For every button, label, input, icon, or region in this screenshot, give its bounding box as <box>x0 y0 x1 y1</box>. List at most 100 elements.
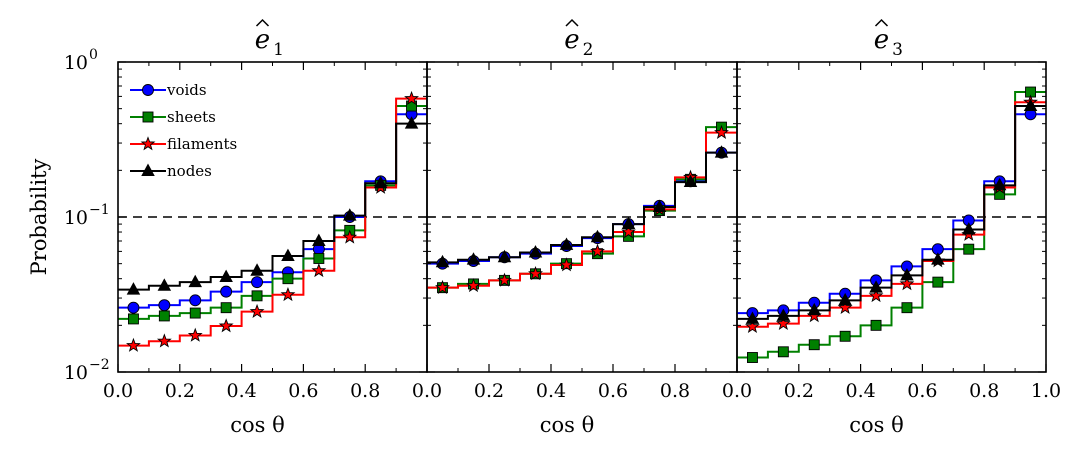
data-point-sheets <box>777 346 789 358</box>
data-point-filaments <box>280 286 296 302</box>
data-point-sheets <box>189 307 201 319</box>
data-point-filaments <box>868 288 884 303</box>
data-point-sheets <box>282 273 294 285</box>
y-tick-label: 10 <box>64 52 88 74</box>
data-point-filaments <box>775 315 791 330</box>
legend-label-voids: voids <box>166 81 207 99</box>
data-point-voids <box>127 301 140 314</box>
data-point-filaments <box>466 277 481 293</box>
panel-title-subscript: 1 <box>273 40 284 60</box>
x-tick-label: 0.6 <box>598 380 628 402</box>
panel-title-hat <box>874 18 889 27</box>
data-point-filaments <box>187 327 203 342</box>
data-point-nodes <box>745 311 760 324</box>
data-point-filaments <box>837 299 853 314</box>
data-point-nodes <box>157 278 172 291</box>
panel-1: 0.0 0.2 0.4 0.6 0.8 e 1 cos θ <box>103 18 428 437</box>
x-tick-label: 0.8 <box>969 380 999 402</box>
data-point-nodes <box>404 116 419 129</box>
series-line-filaments <box>737 101 1046 328</box>
x-tick-label: 0.4 <box>226 380 256 402</box>
panel-title: e <box>874 25 889 55</box>
x-tick-label: 0.0 <box>722 380 752 402</box>
legend-label-filaments: filaments <box>167 135 237 153</box>
data-point-sheets <box>158 310 170 322</box>
x-tick-label: 0.2 <box>165 380 195 402</box>
data-point-nodes <box>590 229 605 243</box>
y-tick-label: 10 <box>64 362 88 384</box>
panel-title: e <box>564 25 579 55</box>
data-point-filaments <box>404 90 419 105</box>
legend-marker-voids <box>142 84 154 96</box>
data-point-filaments <box>590 243 605 258</box>
data-point-filaments <box>745 318 760 334</box>
data-point-filaments <box>899 276 915 291</box>
data-point-filaments <box>126 337 141 352</box>
data-point-sheets <box>808 339 820 351</box>
data-point-nodes <box>466 252 481 265</box>
x-tick-label: 0.0 <box>103 380 133 402</box>
data-point-nodes <box>838 292 852 306</box>
panel-frame <box>736 61 1047 373</box>
panel-title-hat <box>565 18 579 27</box>
series-line-nodes <box>737 105 1046 320</box>
data-point-nodes <box>188 274 203 288</box>
data-point-nodes <box>281 248 295 261</box>
panel-title-hat <box>255 18 270 27</box>
legend-label-sheets: sheets <box>167 108 216 126</box>
data-point-nodes <box>776 308 791 321</box>
data-point-nodes <box>312 233 326 246</box>
data-point-filaments <box>497 272 512 287</box>
x-tick-label: 0.4 <box>845 380 875 402</box>
data-point-nodes <box>621 216 636 230</box>
x-axis-label: cos θ <box>540 413 595 437</box>
panel-title-subscript: 2 <box>583 40 594 60</box>
data-point-sheets <box>901 302 913 314</box>
data-point-filaments <box>435 279 450 294</box>
data-point-nodes <box>652 199 667 212</box>
data-point-sheets <box>839 330 851 342</box>
x-tick-label: 0.2 <box>784 380 814 402</box>
x-tick-label: 0.0 <box>412 380 442 402</box>
data-point-nodes <box>900 267 914 281</box>
data-point-filaments <box>249 303 265 318</box>
data-point-nodes <box>435 254 450 268</box>
data-point-nodes <box>528 245 543 258</box>
data-point-voids <box>251 276 263 289</box>
data-point-voids <box>220 285 233 298</box>
x-tick-label: 0.4 <box>536 380 566 402</box>
data-point-filaments <box>528 266 543 281</box>
legend-marker-filaments <box>140 136 156 151</box>
x-axis-label: cos θ <box>849 413 904 437</box>
data-point-sheets <box>220 302 232 314</box>
x-tick-label: 0.2 <box>474 380 504 402</box>
x-tick-label: 0.8 <box>350 380 380 402</box>
panel-2: 0.0 0.2 0.4 0.6 0.8 e 2 cos θ <box>412 18 738 437</box>
data-point-nodes <box>931 252 945 265</box>
data-point-voids <box>189 294 202 307</box>
x-tick-label: 0.8 <box>660 380 690 402</box>
data-point-nodes <box>373 175 388 189</box>
y-axis-label: Probability <box>27 159 51 276</box>
panel-title-subscript: 3 <box>892 40 903 60</box>
series-line-nodes <box>118 122 427 291</box>
data-point-nodes <box>807 302 822 316</box>
data-point-nodes <box>497 249 512 263</box>
data-point-filaments <box>156 333 172 348</box>
data-point-nodes <box>559 237 574 250</box>
y-tick-label-exponent: −1 <box>89 202 110 218</box>
legend: voids sheets filaments nodes <box>130 81 237 180</box>
data-point-sheets <box>313 253 325 264</box>
panel-3: 0.0 0.2 0.4 0.6 0.8 1.0 e 3 cos θ <box>722 18 1061 437</box>
y-tick-label: 10 <box>64 207 88 229</box>
data-point-sheets <box>747 352 758 363</box>
series-line-voids <box>427 151 737 265</box>
data-point-nodes <box>1023 98 1038 111</box>
y-tick-label-exponent: −2 <box>89 357 110 373</box>
data-point-nodes <box>250 263 264 276</box>
data-point-nodes <box>714 145 729 158</box>
data-point-nodes <box>126 282 141 295</box>
data-point-filaments <box>621 224 636 239</box>
data-point-filaments <box>218 318 234 333</box>
legend-label-nodes: nodes <box>167 162 212 180</box>
